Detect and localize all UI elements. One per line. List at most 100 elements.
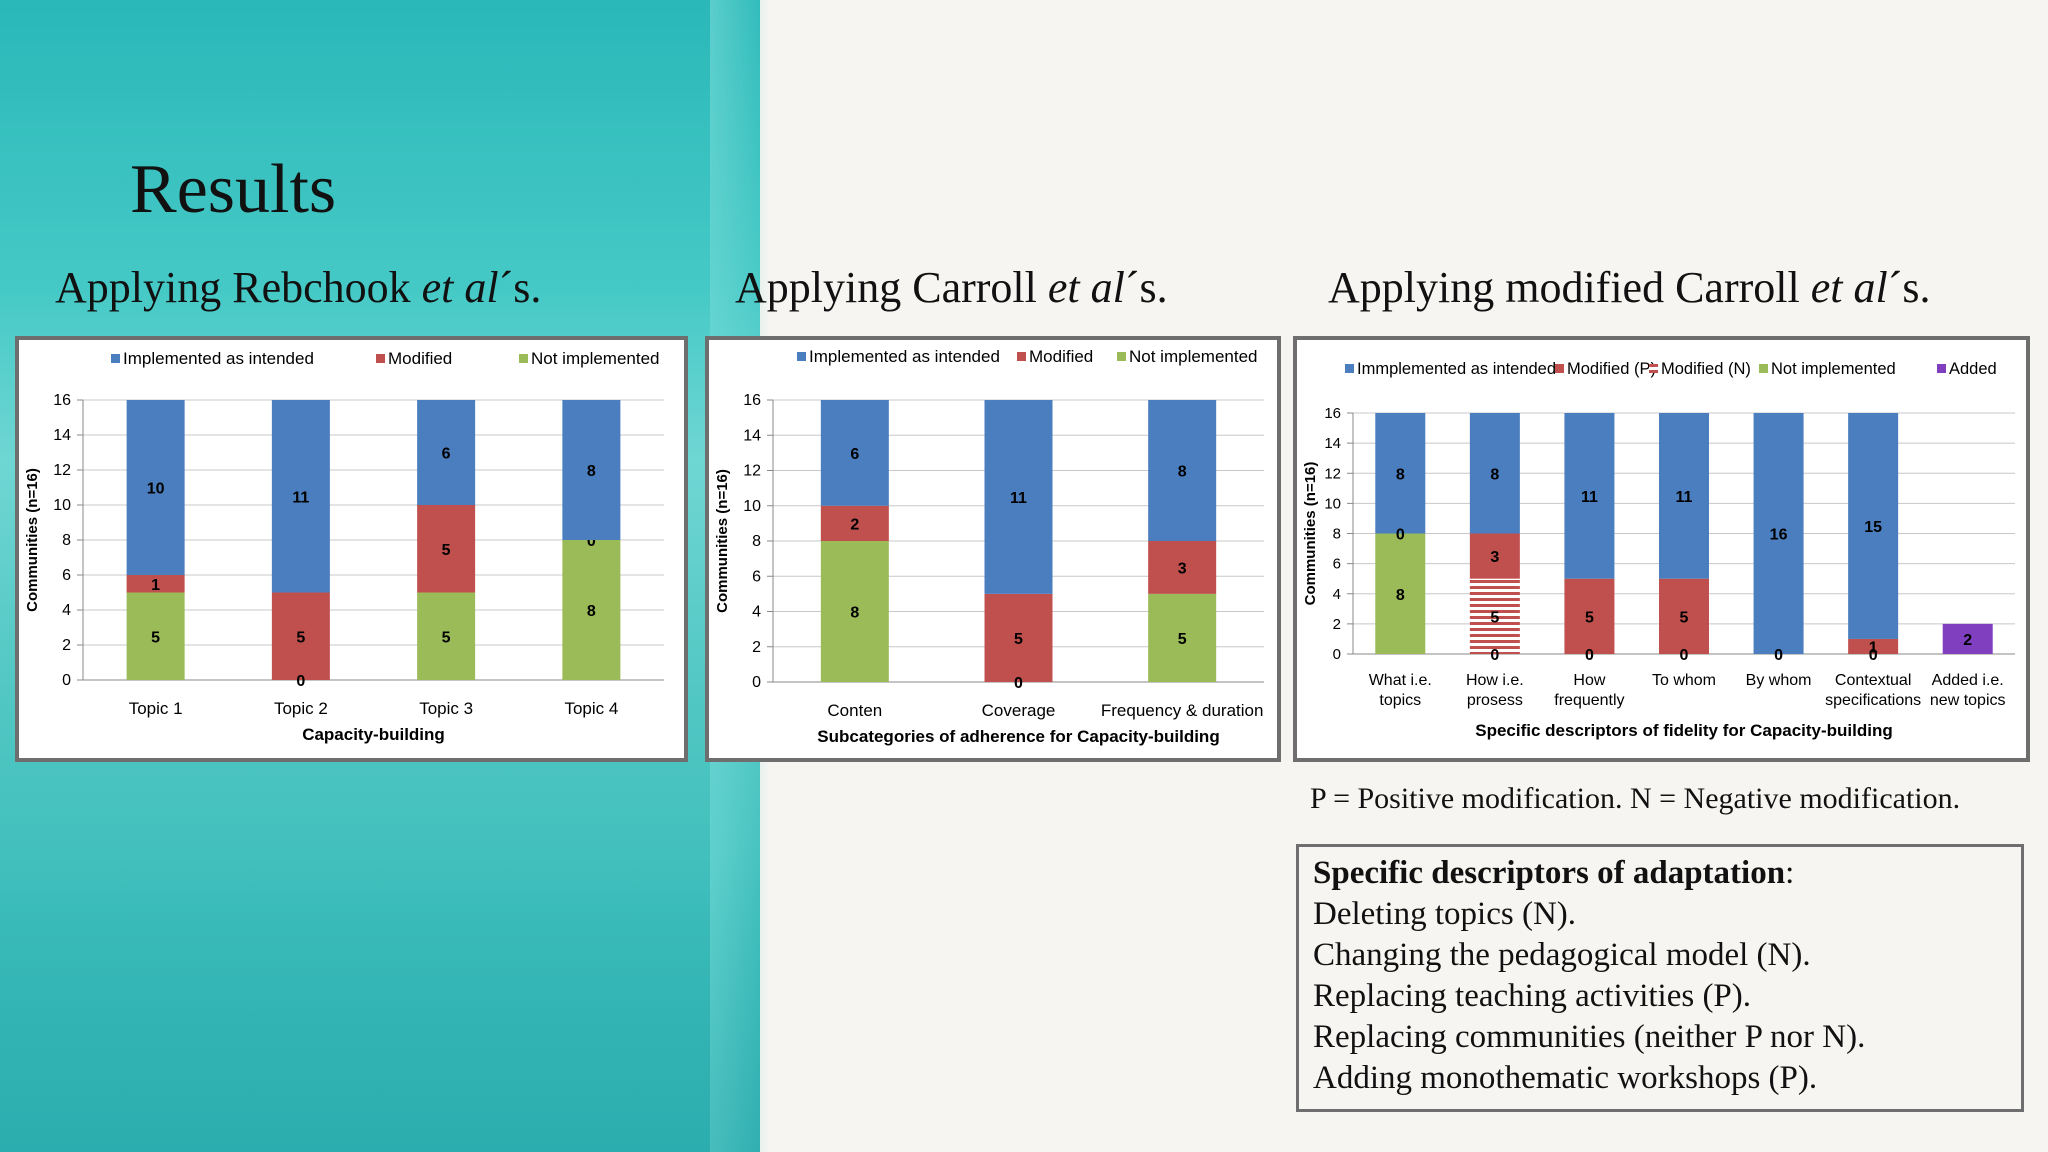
y-tick-label: 12 [53, 462, 71, 479]
x-tick-label: Added i.e. [1932, 672, 2004, 689]
descriptor-item: Replacing teaching activities (P). [1313, 978, 1752, 1014]
data-label: 10 [147, 481, 165, 498]
x-tick-label: frequently [1554, 692, 1624, 709]
subtitle-modified-carroll: Applying modified Carroll et al´s. [1328, 263, 1931, 312]
bar-segment [1469, 413, 1520, 534]
legend-swatch [1345, 364, 1354, 373]
adaptation-descriptors-box: Specific descriptors of adaptation: Dele… [1296, 844, 2024, 1112]
chart-rebchook: 0 2 4 6 8 10 12 14 16 Communities (n=16) 5 1 10 Topic… [15, 336, 688, 762]
data-label: 8 [587, 603, 596, 620]
data-label: 15 [1864, 519, 1882, 536]
legend-swatch [519, 354, 528, 363]
data-label: 8 [850, 605, 859, 622]
data-label: 1 [151, 577, 160, 594]
legend-label: Not implemented [1771, 360, 1896, 378]
bar-segment [984, 593, 1053, 682]
data-label: 5 [1490, 609, 1499, 626]
y-tick-label: 0 [752, 674, 761, 691]
subtitle-carroll: Applying Carroll et al´s. [735, 263, 1168, 312]
bar-segment [984, 400, 1053, 594]
data-label: 0 [1585, 647, 1594, 664]
y-tick-label: 16 [743, 392, 761, 409]
data-label: 0 [1680, 647, 1689, 664]
bar-segment [1148, 593, 1217, 682]
y-tick-label: 12 [743, 463, 761, 480]
chart-carroll-svg: 0 2 4 6 8 10 12 14 16 Communities (n=16) 8 2 6 Conten… [714, 347, 1264, 746]
legend-swatch [1759, 364, 1768, 373]
slide-title: Results [130, 151, 337, 228]
y-tick-label: 6 [62, 567, 71, 584]
data-label: 8 [1490, 466, 1499, 483]
bar-segment [1148, 400, 1217, 541]
y-tick-label: 6 [752, 568, 761, 585]
bar-segment [1848, 413, 1899, 639]
legend-swatch [1117, 352, 1126, 361]
x-axis-label: Specific descriptors of fidelity for Cap… [1475, 721, 1893, 740]
bar-segment [562, 540, 621, 680]
y-tick-label: 4 [1333, 586, 1341, 603]
bar-segment [562, 400, 621, 540]
x-tick-label: Topic 3 [419, 699, 473, 718]
x-tick-label: Topic 4 [564, 699, 618, 718]
data-label: 0 [1490, 647, 1499, 664]
bar-segment [1753, 413, 1804, 654]
y-tick-label: 16 [1324, 405, 1341, 422]
y-tick-label: 2 [1333, 616, 1341, 633]
x-tick-label: specifications [1825, 692, 1921, 709]
y-axis-label: Communities (n=16) [714, 469, 731, 613]
legend-label: Modified (N) [1661, 360, 1751, 378]
data-label: 8 [587, 463, 596, 480]
bar-segment [417, 400, 476, 505]
modification-note: P = Positive modification. N = Negative … [1310, 782, 1961, 815]
descriptors-heading: Specific descriptors of adaptation: [1313, 855, 1795, 891]
data-label: 2 [1963, 632, 1972, 649]
y-tick-label: 12 [1324, 465, 1341, 482]
bar-segment [417, 505, 476, 593]
legend-label: Implemented as intended [809, 347, 1000, 366]
bar-segment [126, 400, 185, 575]
data-label: 1 [1869, 639, 1878, 656]
bar-segment [1942, 623, 1993, 654]
bar-segment [820, 505, 889, 541]
data-label: 2 [850, 516, 859, 533]
bar-segment [271, 592, 330, 680]
data-label: 5 [442, 629, 451, 646]
data-label: 16 [1770, 527, 1788, 544]
y-tick-label: 8 [752, 533, 761, 550]
y-tick-label: 10 [743, 498, 761, 515]
x-tick-label: What i.e. [1369, 672, 1432, 689]
bar-segment [1564, 578, 1615, 654]
data-label: 11 [1676, 489, 1693, 506]
bar-segment [1848, 638, 1899, 654]
y-tick-label: 8 [1333, 526, 1341, 543]
legend-label: Implemented as intended [123, 349, 314, 368]
x-tick-label: Frequency & duration [1101, 701, 1264, 720]
legend-swatch [1017, 352, 1026, 361]
legend-swatch [376, 354, 385, 363]
data-label: 5 [151, 629, 160, 646]
data-label: 0 [296, 673, 305, 690]
bar-segment [126, 575, 185, 593]
x-tick-label: Conten [827, 701, 882, 720]
data-label: 0 [587, 533, 596, 550]
y-tick-label: 14 [743, 427, 761, 444]
data-label: 0 [1869, 647, 1878, 664]
bar-segment [820, 541, 889, 682]
legend-swatch [1649, 364, 1658, 373]
x-tick-label: By whom [1746, 672, 1812, 689]
x-axis-label: Subcategories of adherence for Capacity-… [817, 727, 1219, 746]
data-label: 0 [1014, 675, 1023, 692]
data-label: 3 [1178, 560, 1187, 577]
y-axis-label: Communities (n=16) [1302, 462, 1319, 606]
bar-segment [1375, 533, 1426, 654]
legend-swatch [1937, 364, 1946, 373]
descriptor-item: Replacing communities (neither P nor N). [1313, 1019, 1866, 1055]
x-tick-label: Topic 1 [129, 699, 183, 718]
bar-segment [271, 400, 330, 593]
y-tick-label: 8 [62, 532, 71, 549]
data-label: 11 [292, 489, 309, 506]
x-tick-label: prosess [1467, 692, 1523, 709]
x-axis-label: Capacity-building [302, 725, 445, 744]
